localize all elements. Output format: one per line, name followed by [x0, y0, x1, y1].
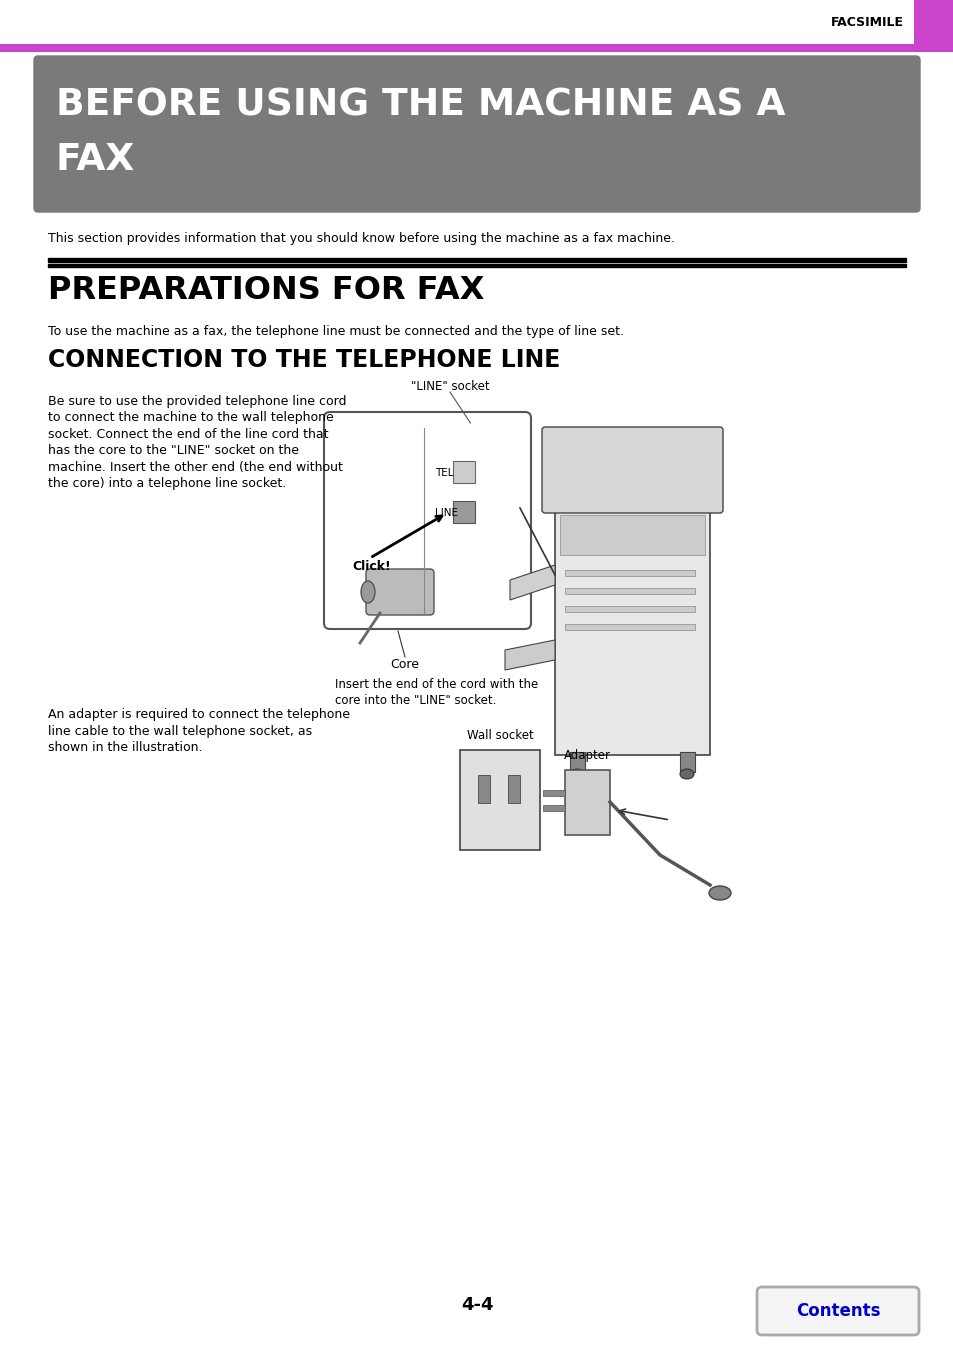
Text: machine. Insert the other end (the end without: machine. Insert the other end (the end w…	[48, 461, 342, 474]
Text: Click!: Click!	[352, 559, 391, 573]
Ellipse shape	[679, 769, 693, 780]
Text: PREPARATIONS FOR FAX: PREPARATIONS FOR FAX	[48, 276, 484, 305]
Text: 4-4: 4-4	[460, 1296, 493, 1315]
Bar	[569, 753, 584, 771]
Bar	[48, 263, 905, 266]
Text: An adapter is required to connect the telephone: An adapter is required to connect the te…	[48, 708, 350, 721]
Text: To use the machine as a fax, the telephone line must be connected and the type o: To use the machine as a fax, the telepho…	[48, 326, 623, 338]
FancyBboxPatch shape	[366, 569, 434, 615]
Ellipse shape	[360, 581, 375, 603]
Text: FAX: FAX	[56, 142, 135, 178]
Ellipse shape	[569, 769, 583, 780]
Text: Core: Core	[390, 658, 419, 671]
Text: Wall socket: Wall socket	[466, 730, 533, 742]
Bar	[564, 770, 609, 835]
Text: the core) into a telephone line socket.: the core) into a telephone line socket.	[48, 477, 286, 490]
FancyBboxPatch shape	[34, 55, 919, 212]
Text: BEFORE USING THE MACHINE AS A: BEFORE USING THE MACHINE AS A	[56, 88, 784, 124]
Bar	[542, 790, 564, 796]
Bar	[679, 753, 695, 771]
Text: socket. Connect the end of the line cord that: socket. Connect the end of the line cord…	[48, 428, 328, 440]
Text: FACSIMILE: FACSIMILE	[830, 15, 903, 28]
Bar	[453, 461, 475, 484]
Text: "LINE" socket: "LINE" socket	[410, 380, 489, 393]
Polygon shape	[504, 640, 555, 670]
FancyBboxPatch shape	[541, 427, 722, 513]
Bar	[564, 588, 695, 594]
Text: Adapter: Adapter	[563, 748, 610, 762]
Bar	[477, 775, 490, 802]
Polygon shape	[510, 565, 555, 600]
Text: TEL: TEL	[435, 467, 454, 478]
Text: LINE: LINE	[435, 508, 457, 517]
Bar	[0, 45, 953, 51]
Text: core into the "LINE" socket.: core into the "LINE" socket.	[335, 694, 496, 707]
Text: has the core to the "LINE" socket on the: has the core to the "LINE" socket on the	[48, 444, 298, 458]
Text: shown in the illustration.: shown in the illustration.	[48, 740, 202, 754]
Bar	[48, 258, 905, 262]
Bar	[564, 607, 695, 612]
Text: CONNECTION TO THE TELEPHONE LINE: CONNECTION TO THE TELEPHONE LINE	[48, 349, 559, 372]
Text: line cable to the wall telephone socket, as: line cable to the wall telephone socket,…	[48, 724, 312, 738]
Ellipse shape	[708, 886, 730, 900]
Text: Contents: Contents	[795, 1302, 880, 1320]
FancyBboxPatch shape	[757, 1288, 918, 1335]
Text: Insert the end of the cord with the: Insert the end of the cord with the	[335, 678, 537, 690]
Text: Be sure to use the provided telephone line cord: Be sure to use the provided telephone li…	[48, 394, 346, 408]
Bar	[564, 570, 695, 576]
Bar	[564, 624, 695, 630]
Bar	[559, 515, 704, 555]
Text: This section provides information that you should know before using the machine : This section provides information that y…	[48, 232, 675, 245]
Bar	[555, 500, 709, 755]
Bar	[507, 775, 519, 802]
Bar	[453, 501, 475, 523]
Text: to connect the machine to the wall telephone: to connect the machine to the wall telep…	[48, 412, 334, 424]
Bar	[459, 750, 539, 850]
FancyBboxPatch shape	[324, 412, 531, 630]
Bar	[542, 805, 564, 811]
Bar	[913, 0, 953, 45]
